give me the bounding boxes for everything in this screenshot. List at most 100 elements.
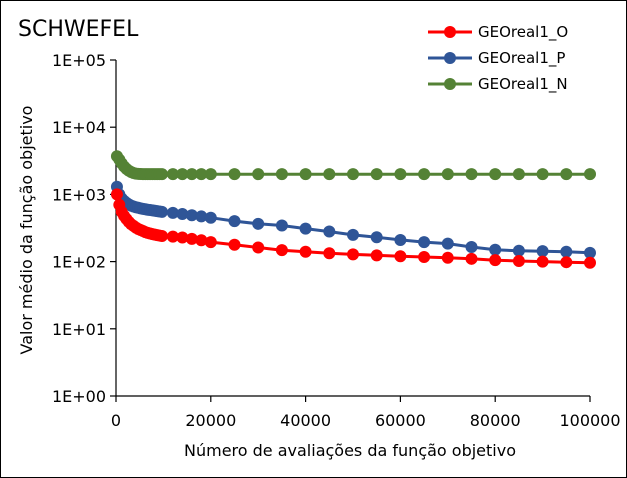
data-point [228, 168, 241, 181]
data-point [536, 245, 549, 258]
data-point [176, 231, 189, 244]
data-point [323, 168, 336, 181]
legend-label: GEOreal1_N [478, 75, 568, 94]
legend: GEOreal1_O GEOreal1_P GEOreal1_N [428, 23, 568, 94]
data-point [299, 222, 312, 235]
data-point [512, 244, 525, 257]
data-point [204, 211, 217, 224]
data-point [252, 241, 265, 254]
data-point [465, 240, 478, 253]
data-point [323, 247, 336, 260]
data-point [166, 168, 179, 181]
y-axis-label: Valor médio da função objetivo [17, 106, 36, 355]
legend-swatch-marker [444, 26, 456, 38]
y-ticks: 1E+00 1E+01 1E+02 1E+03 1E+04 1E+05 [52, 51, 116, 406]
data-point [252, 168, 265, 181]
chart-title: SCHWEFEL [18, 17, 139, 42]
data-point [370, 168, 383, 181]
x-tick-label: 20000 [185, 411, 236, 430]
data-point [195, 168, 208, 181]
data-point [489, 243, 502, 256]
x-tick-label: 60000 [375, 411, 426, 430]
y-tick-label: 1E+03 [52, 185, 106, 204]
series-GEOreal1_N [110, 150, 596, 181]
y-tick-label: 1E+05 [52, 51, 106, 70]
data-point [560, 168, 573, 181]
data-point [370, 249, 383, 262]
series-GEOreal1_P [110, 180, 596, 259]
data-point [347, 248, 359, 261]
data-point [370, 231, 383, 244]
data-point [299, 245, 312, 258]
x-ticks: 0 20000 40000 60000 80000 100000 [111, 396, 621, 430]
y-tick-label: 1E+04 [52, 118, 106, 137]
legend-swatch-marker [444, 78, 456, 90]
x-tick-label: 80000 [470, 411, 521, 430]
data-point [275, 168, 288, 181]
data-point [204, 168, 217, 181]
data-point [252, 217, 265, 230]
data-point [560, 256, 573, 269]
legend-label: GEOreal1_O [478, 23, 568, 42]
legend-swatch-marker [444, 52, 456, 64]
data-point [418, 236, 431, 249]
data-point [441, 237, 454, 250]
data-point [275, 219, 288, 232]
legend-item: GEOreal1_P [428, 49, 565, 68]
series-GEOreal1_O [110, 188, 596, 269]
x-tick-label: 0 [111, 411, 121, 430]
data-point [465, 168, 478, 181]
data-point [185, 232, 198, 245]
data-point [228, 238, 241, 251]
data-point [110, 188, 123, 201]
data-point [394, 250, 407, 263]
data-point [166, 206, 179, 219]
data-point [347, 168, 359, 181]
data-point [584, 168, 596, 181]
axes [115, 60, 590, 397]
x-tick-label: 40000 [280, 411, 331, 430]
y-tick-label: 1E+01 [52, 320, 106, 339]
data-point [418, 168, 431, 181]
legend-label: GEOreal1_P [478, 49, 565, 68]
data-point [489, 254, 502, 267]
data-point [299, 168, 312, 181]
data-point [228, 215, 241, 228]
x-tick-label: 100000 [559, 411, 620, 430]
data-point [441, 251, 454, 264]
data-point [584, 256, 596, 269]
data-point [584, 246, 596, 259]
data-point [195, 234, 208, 247]
legend-item: GEOreal1_O [428, 23, 568, 42]
data-point [394, 168, 407, 181]
data-point [560, 245, 573, 258]
data-point [441, 168, 454, 181]
data-point [195, 210, 208, 223]
data-point [347, 228, 359, 241]
data-point [176, 168, 189, 181]
data-point [155, 230, 168, 243]
data-point [536, 168, 549, 181]
data-point [536, 255, 549, 268]
data-point [185, 168, 198, 181]
data-point [394, 233, 407, 246]
data-point [166, 230, 179, 243]
data-point [465, 252, 478, 265]
data-point [185, 209, 198, 222]
series-layer [110, 150, 596, 269]
data-point [275, 244, 288, 257]
data-point [323, 225, 336, 238]
data-point [418, 251, 431, 264]
data-point [512, 168, 525, 181]
legend-item: GEOreal1_N [428, 75, 568, 94]
y-tick-label: 1E+00 [52, 387, 106, 406]
data-point [204, 236, 217, 249]
data-point [155, 205, 168, 218]
x-axis-label: Número de avaliações da função objetivo [184, 441, 516, 460]
y-tick-label: 1E+02 [52, 253, 106, 272]
data-point [512, 255, 525, 268]
data-point [489, 168, 502, 181]
data-point [155, 168, 168, 181]
